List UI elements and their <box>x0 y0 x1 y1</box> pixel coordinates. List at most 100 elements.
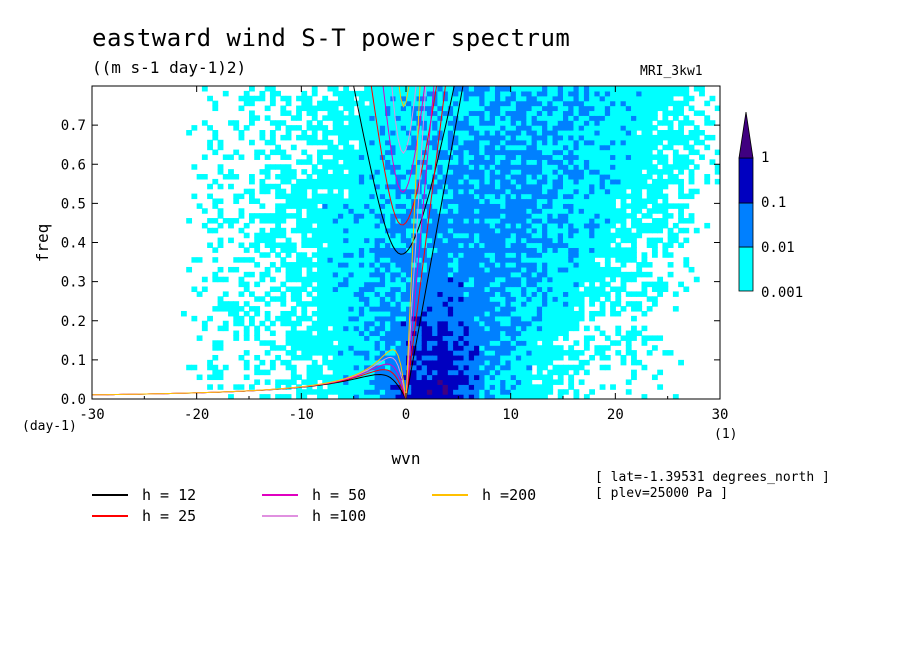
heat-cell <box>505 262 512 268</box>
heat-cell <box>479 286 486 293</box>
heat-cell <box>458 115 465 121</box>
heat-cell <box>563 183 569 190</box>
heat-cell <box>505 134 512 141</box>
heat-cell <box>364 110 370 116</box>
heat-cell <box>615 350 622 356</box>
heat-cell <box>374 340 381 346</box>
heat-cell <box>505 90 512 97</box>
heat-cell <box>542 110 548 116</box>
heat-cell <box>489 90 496 97</box>
heat-cell <box>285 262 292 268</box>
heat-cell <box>714 178 720 185</box>
heat-cell <box>437 105 444 112</box>
heat-cell <box>332 100 339 107</box>
heat-cell <box>311 389 318 395</box>
heat-cell <box>317 105 323 112</box>
heat-cell <box>306 384 313 390</box>
heat-cell <box>426 90 433 97</box>
heat-cell <box>285 213 292 219</box>
heat-cell <box>411 310 418 317</box>
heat-cell <box>426 310 433 317</box>
heat-cell <box>479 90 486 97</box>
heat-cell <box>437 271 444 278</box>
heat-cell <box>536 237 543 244</box>
heat-cell <box>526 281 533 288</box>
heat-cell <box>243 232 250 239</box>
heat-cell <box>589 286 595 293</box>
heat-cell <box>275 345 281 351</box>
heat-cell <box>453 281 459 288</box>
heat-cell <box>494 134 501 141</box>
heat-cell <box>505 232 512 239</box>
heat-cell <box>641 139 648 146</box>
heat-cell <box>515 174 522 180</box>
heat-cell <box>568 320 575 327</box>
heat-cell <box>615 90 622 97</box>
heat-cell <box>327 213 334 219</box>
heat-cell <box>704 222 711 229</box>
heat-cell <box>348 325 355 332</box>
heat-cell <box>285 125 292 131</box>
heat-cell <box>500 271 507 278</box>
heat-cell <box>264 139 271 146</box>
heat-cell <box>442 369 449 376</box>
heat-cell <box>426 86 433 92</box>
heat-cell <box>542 281 548 288</box>
heat-cell <box>500 320 507 327</box>
heat-cell <box>416 174 423 180</box>
heat-cell <box>343 154 350 160</box>
heat-cell <box>594 227 601 234</box>
heat-cell <box>238 227 245 234</box>
heat-cell <box>615 247 622 253</box>
heat-cell <box>442 315 449 322</box>
heat-cell <box>636 164 643 170</box>
heat-cell <box>400 242 407 248</box>
heat-cell <box>657 227 664 234</box>
heat-cell <box>604 296 611 302</box>
heat-cell <box>395 130 402 136</box>
heat-cell <box>631 110 637 116</box>
heat-cell <box>494 188 501 195</box>
heat-cell <box>500 159 507 165</box>
heat-cell <box>536 154 543 160</box>
heat-cell <box>468 198 475 204</box>
heat-cell <box>463 218 470 224</box>
heat-cell <box>301 188 308 195</box>
heat-cell <box>348 218 355 224</box>
heat-cell <box>390 120 397 126</box>
heat-cell <box>406 188 412 195</box>
heat-cell <box>484 232 491 239</box>
heat-cell <box>343 335 350 341</box>
heat-cell <box>542 266 548 273</box>
heat-cell <box>542 154 548 160</box>
heat-cell <box>599 354 606 361</box>
heat-cell <box>327 262 334 268</box>
legend-item: h = 12 <box>92 486 196 504</box>
heat-cell <box>636 306 643 312</box>
heat-cell <box>379 247 386 253</box>
heat-cell <box>379 325 386 332</box>
heat-cell <box>510 276 517 283</box>
heat-cell <box>432 125 438 131</box>
heat-cell <box>463 86 470 92</box>
heat-cell <box>332 271 339 278</box>
heat-cell <box>651 178 658 185</box>
heat-cell <box>301 315 308 322</box>
heat-cell <box>500 374 507 381</box>
heat-cell <box>432 144 438 151</box>
heat-cell <box>411 281 418 288</box>
heat-cell <box>327 271 334 278</box>
heat-cell <box>426 154 433 160</box>
heat-cell <box>557 306 564 312</box>
heat-cell <box>385 174 391 180</box>
heat-cell <box>494 350 501 356</box>
heat-cell <box>395 257 402 263</box>
heat-cell <box>358 95 365 102</box>
heat-cell <box>332 262 339 268</box>
heat-cell <box>526 330 533 337</box>
heat-cell <box>306 242 313 248</box>
heat-cell <box>358 154 365 160</box>
heat-cell <box>264 154 271 160</box>
heat-cell <box>453 271 459 278</box>
heat-cell <box>411 369 418 376</box>
